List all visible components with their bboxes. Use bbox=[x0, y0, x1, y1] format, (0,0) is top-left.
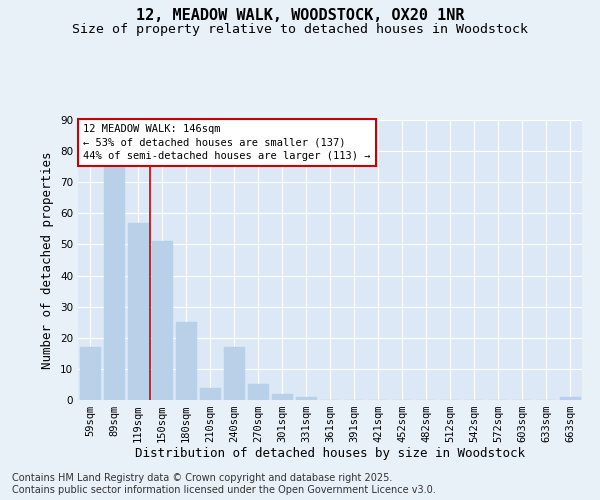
Bar bbox=[224, 347, 244, 400]
Bar bbox=[176, 322, 196, 400]
Bar bbox=[104, 166, 124, 400]
Bar bbox=[272, 394, 292, 400]
Text: Size of property relative to detached houses in Woodstock: Size of property relative to detached ho… bbox=[72, 22, 528, 36]
Text: 12 MEADOW WALK: 146sqm
← 53% of detached houses are smaller (137)
44% of semi-de: 12 MEADOW WALK: 146sqm ← 53% of detached… bbox=[83, 124, 371, 160]
X-axis label: Distribution of detached houses by size in Woodstock: Distribution of detached houses by size … bbox=[135, 446, 525, 460]
Bar bbox=[128, 222, 148, 400]
Bar bbox=[560, 397, 580, 400]
Bar bbox=[152, 242, 172, 400]
Text: Contains HM Land Registry data © Crown copyright and database right 2025.
Contai: Contains HM Land Registry data © Crown c… bbox=[12, 474, 436, 495]
Text: 12, MEADOW WALK, WOODSTOCK, OX20 1NR: 12, MEADOW WALK, WOODSTOCK, OX20 1NR bbox=[136, 8, 464, 22]
Bar bbox=[200, 388, 220, 400]
Bar bbox=[80, 347, 100, 400]
Bar bbox=[296, 397, 316, 400]
Y-axis label: Number of detached properties: Number of detached properties bbox=[41, 151, 55, 369]
Bar bbox=[248, 384, 268, 400]
